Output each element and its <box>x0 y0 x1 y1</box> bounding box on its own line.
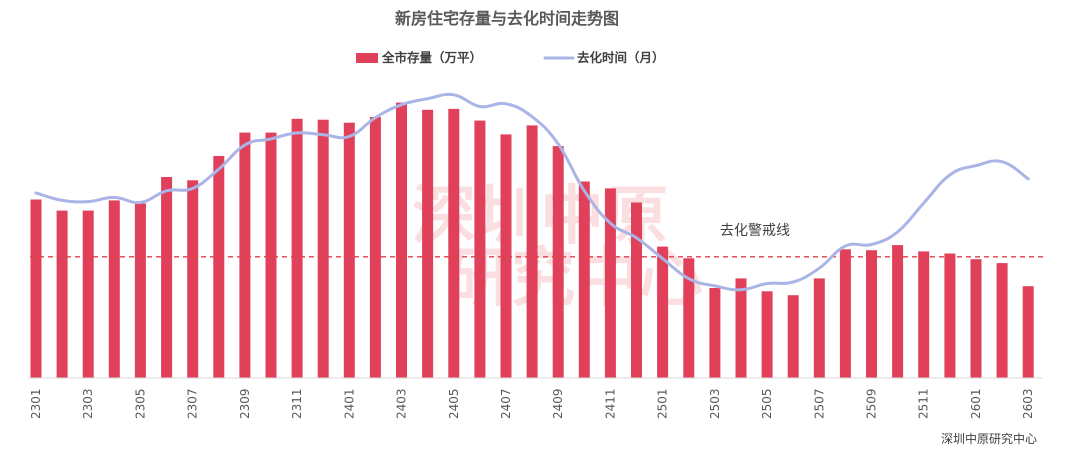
x-tick-label-2603: 2603 <box>1021 388 1035 419</box>
bar-2405 <box>448 108 460 379</box>
bar-2503 <box>709 288 721 378</box>
bar-2406 <box>474 120 486 378</box>
bar-2502 <box>683 258 695 378</box>
x-tick-label-2409: 2409 <box>551 388 565 419</box>
bar-2505 <box>761 291 773 378</box>
bar-2602 <box>996 263 1008 378</box>
x-tick-label-2505: 2505 <box>760 388 774 419</box>
bar-2301 <box>30 199 42 378</box>
bar-2603 <box>1022 286 1034 378</box>
x-tick-label-2407: 2407 <box>499 388 513 419</box>
bar-2310 <box>265 132 277 378</box>
warning-line-label: 去化警戒线 <box>720 223 790 239</box>
chart-title: 新房住宅存量与去化时间走势图 <box>395 9 619 28</box>
x-axis-ticks: 2301 2303 2305 2307 2309 2311 2401 2403 2405 2407… <box>29 388 1035 419</box>
x-tick-label-2401: 2401 <box>342 388 356 419</box>
bar-2507 <box>813 278 825 378</box>
legend-line-label: 去化时间（月） <box>577 50 665 65</box>
bar-2509 <box>866 250 877 378</box>
x-tick-label-2501: 2501 <box>656 388 670 419</box>
x-tick-label-2309: 2309 <box>238 388 252 419</box>
bar-2307 <box>187 180 199 378</box>
bar-2511 <box>918 251 930 378</box>
bars <box>30 102 1034 379</box>
bar-2409 <box>552 146 564 378</box>
bar-2401 <box>343 122 355 378</box>
x-tick-label-2507: 2507 <box>812 388 826 419</box>
bar-2304 <box>108 200 120 378</box>
legend-bar-swatch <box>356 53 378 63</box>
bar-2510 <box>892 245 904 378</box>
bar-2403 <box>396 102 407 378</box>
x-tick-label-2303: 2303 <box>81 388 95 419</box>
source-label: 深圳中原研究中心 <box>941 431 1037 446</box>
bar-2601 <box>970 259 982 378</box>
bar-2501 <box>657 246 669 378</box>
x-tick-label-2511: 2511 <box>917 388 931 419</box>
series-line-destock-months <box>34 92 1030 292</box>
bar-2408 <box>526 125 538 379</box>
x-tick-label-2403: 2403 <box>395 388 409 419</box>
bar-2302 <box>56 210 68 378</box>
x-tick-label-2509: 2509 <box>865 388 879 419</box>
bar-2309 <box>239 132 251 378</box>
bar-2308 <box>213 156 225 378</box>
bar-2312 <box>317 119 329 378</box>
bar-2303 <box>82 210 94 378</box>
x-tick-label-2411: 2411 <box>603 388 617 419</box>
legend-bar-label: 全市存量（万平） <box>381 50 482 65</box>
bar-2504 <box>735 278 747 378</box>
bar-2411 <box>604 188 616 378</box>
bar-2407 <box>500 134 512 378</box>
bar-2402 <box>369 117 381 378</box>
x-tick-label-2301: 2301 <box>29 388 43 419</box>
x-tick-label-2601: 2601 <box>969 388 983 419</box>
bar-2412 <box>631 202 642 378</box>
x-tick-label-2307: 2307 <box>186 388 200 419</box>
bar-2512 <box>944 253 956 378</box>
x-tick-label-2311: 2311 <box>290 388 304 419</box>
x-tick-label-2405: 2405 <box>447 388 461 419</box>
bar-2305 <box>134 203 146 378</box>
bar-2311 <box>291 118 303 379</box>
x-tick-label-2503: 2503 <box>708 388 722 419</box>
bar-2404 <box>422 109 434 379</box>
bar-2410 <box>578 181 590 378</box>
bar-2506 <box>787 295 799 378</box>
legend: 全市存量（万平） 去化时间（月） <box>356 50 665 65</box>
bar-2306 <box>161 177 173 378</box>
bar-2508 <box>839 249 851 378</box>
x-tick-label-2305: 2305 <box>133 388 147 419</box>
